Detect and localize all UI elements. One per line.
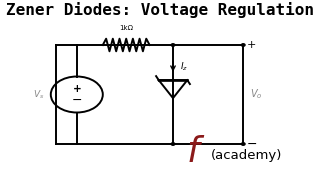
Text: $V_s$: $V_s$ (33, 88, 44, 101)
Text: −: − (72, 94, 82, 107)
Text: $V_o$: $V_o$ (250, 88, 262, 101)
Text: $I_z$: $I_z$ (180, 60, 188, 73)
Text: +: + (247, 40, 256, 50)
Text: (academy): (academy) (211, 148, 282, 161)
Circle shape (241, 44, 245, 46)
Circle shape (241, 143, 245, 145)
Text: +: + (72, 84, 81, 94)
Text: −: − (247, 138, 258, 150)
Text: $\mathit{f}$: $\mathit{f}$ (186, 135, 205, 169)
Text: Zener Diodes: Voltage Regulation: Zener Diodes: Voltage Regulation (6, 2, 314, 18)
Text: 1kΩ: 1kΩ (119, 26, 133, 32)
Circle shape (171, 44, 175, 46)
Circle shape (171, 143, 175, 145)
